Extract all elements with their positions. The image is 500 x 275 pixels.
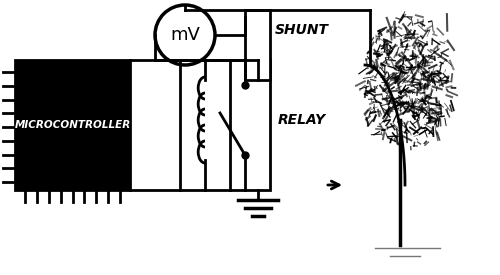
Bar: [15, 60, 130, 190]
Bar: [180, 60, 270, 190]
Text: RELAY: RELAY: [278, 113, 326, 127]
Bar: [245, 10, 270, 80]
Text: MICROCONTROLLER: MICROCONTROLLER: [14, 120, 130, 130]
Text: mV: mV: [170, 26, 200, 44]
Text: SHUNT: SHUNT: [275, 23, 329, 37]
